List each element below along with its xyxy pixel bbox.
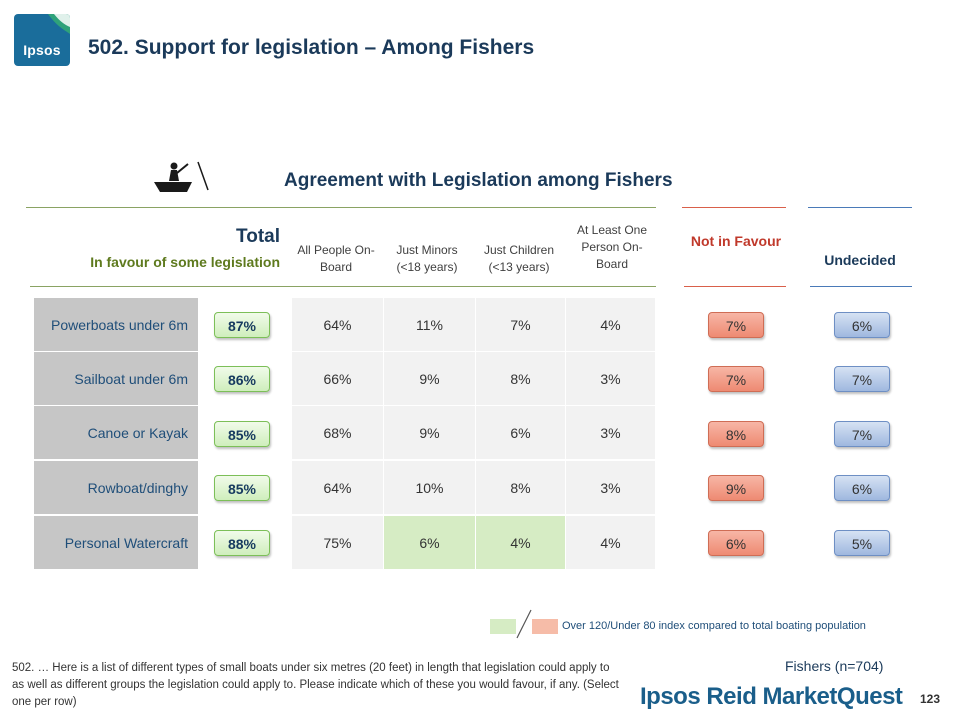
row-label: Canoe or Kayak bbox=[34, 406, 198, 460]
not-in-favour-badge: 6% bbox=[708, 530, 764, 556]
row-label: Rowboat/dinghy bbox=[34, 461, 198, 515]
total-badge: 86% bbox=[214, 366, 270, 392]
cell-all-people: 68% bbox=[292, 406, 384, 460]
legend-over-120-swatch bbox=[490, 619, 516, 634]
sample-size: Fishers (n=704) bbox=[785, 658, 884, 674]
legend-under-80-swatch bbox=[532, 619, 558, 634]
header-bottom-rule bbox=[30, 286, 656, 287]
logo-text: Ipsos bbox=[23, 42, 61, 58]
cell-at-least-one: 3% bbox=[566, 352, 656, 406]
cell-at-least-one: 4% bbox=[566, 298, 656, 352]
undecided-badge: 6% bbox=[834, 475, 890, 501]
logo-curve-icon bbox=[48, 14, 70, 34]
cell-at-least-one: 4% bbox=[566, 516, 656, 570]
not-in-favour-badge: 7% bbox=[708, 366, 764, 392]
cell-just-children: 7% bbox=[476, 298, 566, 352]
cell-just-minors: 9% bbox=[384, 352, 476, 406]
col-head-just-minors: Just Minors (<18 years) bbox=[396, 243, 458, 274]
not-in-favour-badge: 9% bbox=[708, 475, 764, 501]
cell-just-minors: 10% bbox=[384, 461, 476, 515]
col-head-not-in-favour: Not in Favour bbox=[690, 233, 782, 249]
undecided-badge: 6% bbox=[834, 312, 890, 338]
cell-at-least-one: 3% bbox=[566, 406, 656, 460]
header-total: Total bbox=[236, 226, 280, 247]
total-badge: 85% bbox=[214, 421, 270, 447]
undecided-bottom-rule bbox=[810, 286, 912, 287]
question-footnote: 502. … Here is a list of different types… bbox=[12, 662, 619, 708]
header-top-rule bbox=[26, 207, 656, 208]
fishing-boat-icon bbox=[154, 161, 209, 192]
not-in-favour-badge: 7% bbox=[708, 312, 764, 338]
not-favour-bottom-rule bbox=[684, 286, 786, 287]
row-label: Personal Watercraft bbox=[34, 516, 198, 570]
not-in-favour-badge: 8% bbox=[708, 421, 764, 447]
cell-just-children: 6% bbox=[476, 406, 566, 460]
total-badge: 87% bbox=[214, 312, 270, 338]
cell-at-least-one: 3% bbox=[566, 461, 656, 515]
ipsos-logo: Ipsos bbox=[14, 14, 70, 66]
row-label: Powerboats under 6m bbox=[34, 298, 198, 352]
not-favour-top-rule bbox=[682, 207, 786, 208]
col-head-at-least-one: At Least One Person On-Board bbox=[576, 223, 648, 271]
page-number: 123 bbox=[920, 692, 941, 706]
undecided-badge: 7% bbox=[834, 421, 890, 447]
cell-just-minors-highlighted: 6% bbox=[384, 516, 476, 570]
cell-all-people: 64% bbox=[292, 461, 384, 515]
col-head-just-children: Just Children (<13 years) bbox=[483, 243, 555, 274]
undecided-badge: 7% bbox=[834, 366, 890, 392]
cell-all-people: 66% bbox=[292, 352, 384, 406]
cell-just-children: 8% bbox=[476, 461, 566, 515]
undecided-top-rule bbox=[808, 207, 912, 208]
cell-all-people: 75% bbox=[292, 516, 384, 570]
cell-all-people: 64% bbox=[292, 298, 384, 352]
header-in-favour: In favour of some legislation bbox=[90, 254, 280, 270]
undecided-badge: 5% bbox=[834, 530, 890, 556]
row-label: Sailboat under 6m bbox=[34, 352, 198, 406]
page-title: 502. Support for legislation – Among Fis… bbox=[88, 36, 535, 59]
col-head-undecided: Undecided bbox=[824, 252, 896, 268]
brand-logo-text: Ipsos Reid MarketQuest bbox=[640, 683, 903, 710]
chart-subtitle: Agreement with Legislation among Fishers bbox=[284, 170, 673, 191]
cell-just-children-highlighted: 4% bbox=[476, 516, 566, 570]
cell-just-children: 8% bbox=[476, 352, 566, 406]
cell-just-minors: 11% bbox=[384, 298, 476, 352]
cell-just-minors: 9% bbox=[384, 406, 476, 460]
col-head-all-people: All People On-Board bbox=[297, 243, 375, 274]
total-badge: 85% bbox=[214, 475, 270, 501]
legend-slash-icon bbox=[516, 609, 532, 639]
legend-text: Over 120/Under 80 index compared to tota… bbox=[562, 620, 866, 632]
total-badge: 88% bbox=[214, 530, 270, 556]
